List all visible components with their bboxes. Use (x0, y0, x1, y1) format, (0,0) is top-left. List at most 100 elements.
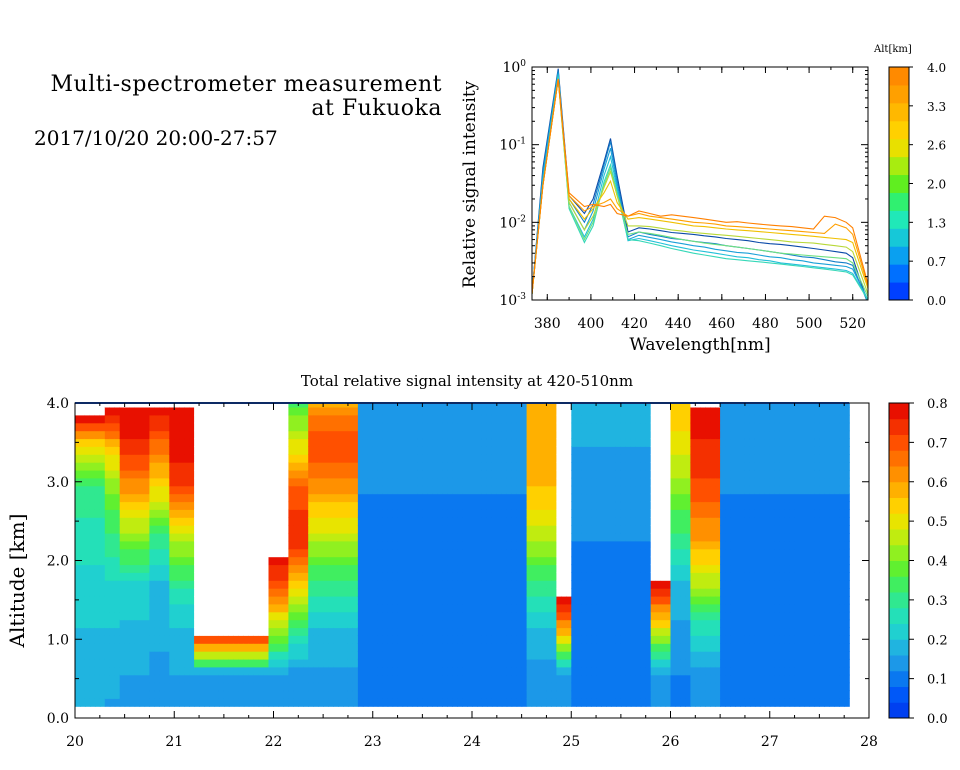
heatmap-cell (546, 619, 552, 629)
heatmap-cell (521, 422, 528, 432)
heatmap-cell (179, 430, 185, 440)
heatmap-cell (611, 682, 617, 692)
heatmap-cell (417, 603, 423, 613)
heatmap-cell (625, 430, 632, 440)
heatmap-cell (362, 658, 369, 668)
heatmap-cell (437, 493, 443, 503)
heatmap-cell (139, 469, 146, 479)
heatmap-cell (611, 414, 617, 424)
heatmap-cell (328, 509, 334, 518)
heatmap-cell (293, 690, 299, 699)
heatmap-cell (144, 403, 151, 408)
altitude-colorbar-band (889, 282, 909, 301)
heatmap-cell (104, 635, 111, 644)
heatmap-cell (506, 595, 513, 605)
heatmap-cell (129, 493, 136, 503)
heatmap-cell (318, 682, 324, 692)
heatmap-cell (134, 509, 141, 518)
heatmap-cell (114, 403, 121, 408)
heatmap-cell (209, 564, 215, 573)
heatmap-cell (377, 682, 384, 692)
heatmap-cell (80, 698, 86, 707)
heatmap-cell (402, 580, 409, 589)
heatmap-cell (263, 422, 270, 432)
heatmap-cell (402, 690, 409, 699)
heatmap-cell (625, 403, 632, 408)
heatmap-cell (685, 627, 691, 636)
heatmap-cell (308, 690, 314, 699)
heatmap-cell (452, 548, 458, 558)
heatmap-cell (352, 556, 359, 566)
heatmap-cell (288, 572, 294, 581)
heatmap-cell (660, 666, 667, 676)
heatmap-cell (566, 674, 572, 684)
heatmap-cell (298, 603, 304, 613)
heatmap-cell (338, 666, 344, 676)
heatmap-cell (194, 698, 200, 707)
heatmap-cell (328, 674, 334, 684)
heatmap-cell (516, 698, 523, 707)
heatmap-cell (576, 658, 582, 668)
heatmap-cell (218, 414, 225, 424)
heatmap-cell (670, 540, 677, 550)
heatmap-cell (109, 611, 116, 621)
heatmap-cell (273, 532, 280, 542)
heatmap-cell (104, 414, 111, 424)
heatmap-cell (457, 682, 463, 692)
heatmap-cell (442, 698, 448, 707)
heatmap-cell (392, 556, 399, 566)
heatmap-cell (149, 556, 155, 566)
heatmap-cell (149, 462, 155, 471)
heatmap-cell (412, 493, 419, 503)
heatmap-cell (382, 438, 389, 447)
heatmap-cell (313, 556, 319, 566)
heatmap-cell (611, 517, 617, 526)
heatmap-cell (680, 509, 686, 518)
heatmap-cell (521, 517, 528, 526)
heatmap-cell (645, 674, 652, 684)
heatmap-cell (596, 477, 602, 487)
heatmap-cell (586, 564, 592, 573)
heatmap-cell (620, 580, 627, 589)
heatmap-cell (243, 666, 250, 676)
heatmap-cell (357, 588, 364, 597)
heatmap-cell (511, 564, 518, 573)
heatmap-cell (243, 422, 250, 432)
heatmap-cell (338, 406, 344, 416)
heatmap-cell (650, 501, 657, 510)
heatmap-cell (526, 611, 533, 621)
heatmap-cell (412, 658, 419, 668)
heatmap-cell (685, 525, 691, 534)
heatmap-cell (94, 501, 101, 510)
heatmap-cell (506, 422, 513, 432)
spectrum-lines (532, 68, 868, 300)
heatmap-cell (422, 674, 428, 684)
heatmap-cell (392, 643, 399, 652)
heatmap-cell (303, 674, 309, 684)
heatmap-cell (80, 517, 86, 526)
heatmap-cell (660, 651, 667, 660)
heatmap-cell (99, 651, 106, 660)
heatmap-cell (298, 666, 304, 676)
heatmap-cell (387, 674, 394, 684)
heatmap-cell (159, 635, 165, 644)
heatmap-cell (511, 509, 518, 518)
heatmap-cell (581, 517, 587, 526)
heatmap-cell (546, 532, 552, 542)
heatmap-cell (566, 414, 572, 424)
heatmap-cell (397, 627, 404, 636)
heatmap-cell (154, 572, 160, 581)
heatmap-cell (615, 666, 622, 676)
heatmap-cell (328, 635, 334, 644)
heatmap-cell (352, 572, 359, 581)
heatmap-cell (576, 619, 582, 629)
heatmap-cell (184, 556, 190, 566)
heatmap-cell (630, 564, 637, 573)
heatmap-cell (620, 414, 627, 424)
heatmap-cell (536, 690, 543, 699)
heatmap-cell (417, 572, 423, 581)
heatmap-cell (491, 422, 498, 432)
heatmap-cell (288, 635, 294, 644)
heatmap-cell (248, 462, 255, 471)
heatmap-cell (288, 438, 294, 447)
